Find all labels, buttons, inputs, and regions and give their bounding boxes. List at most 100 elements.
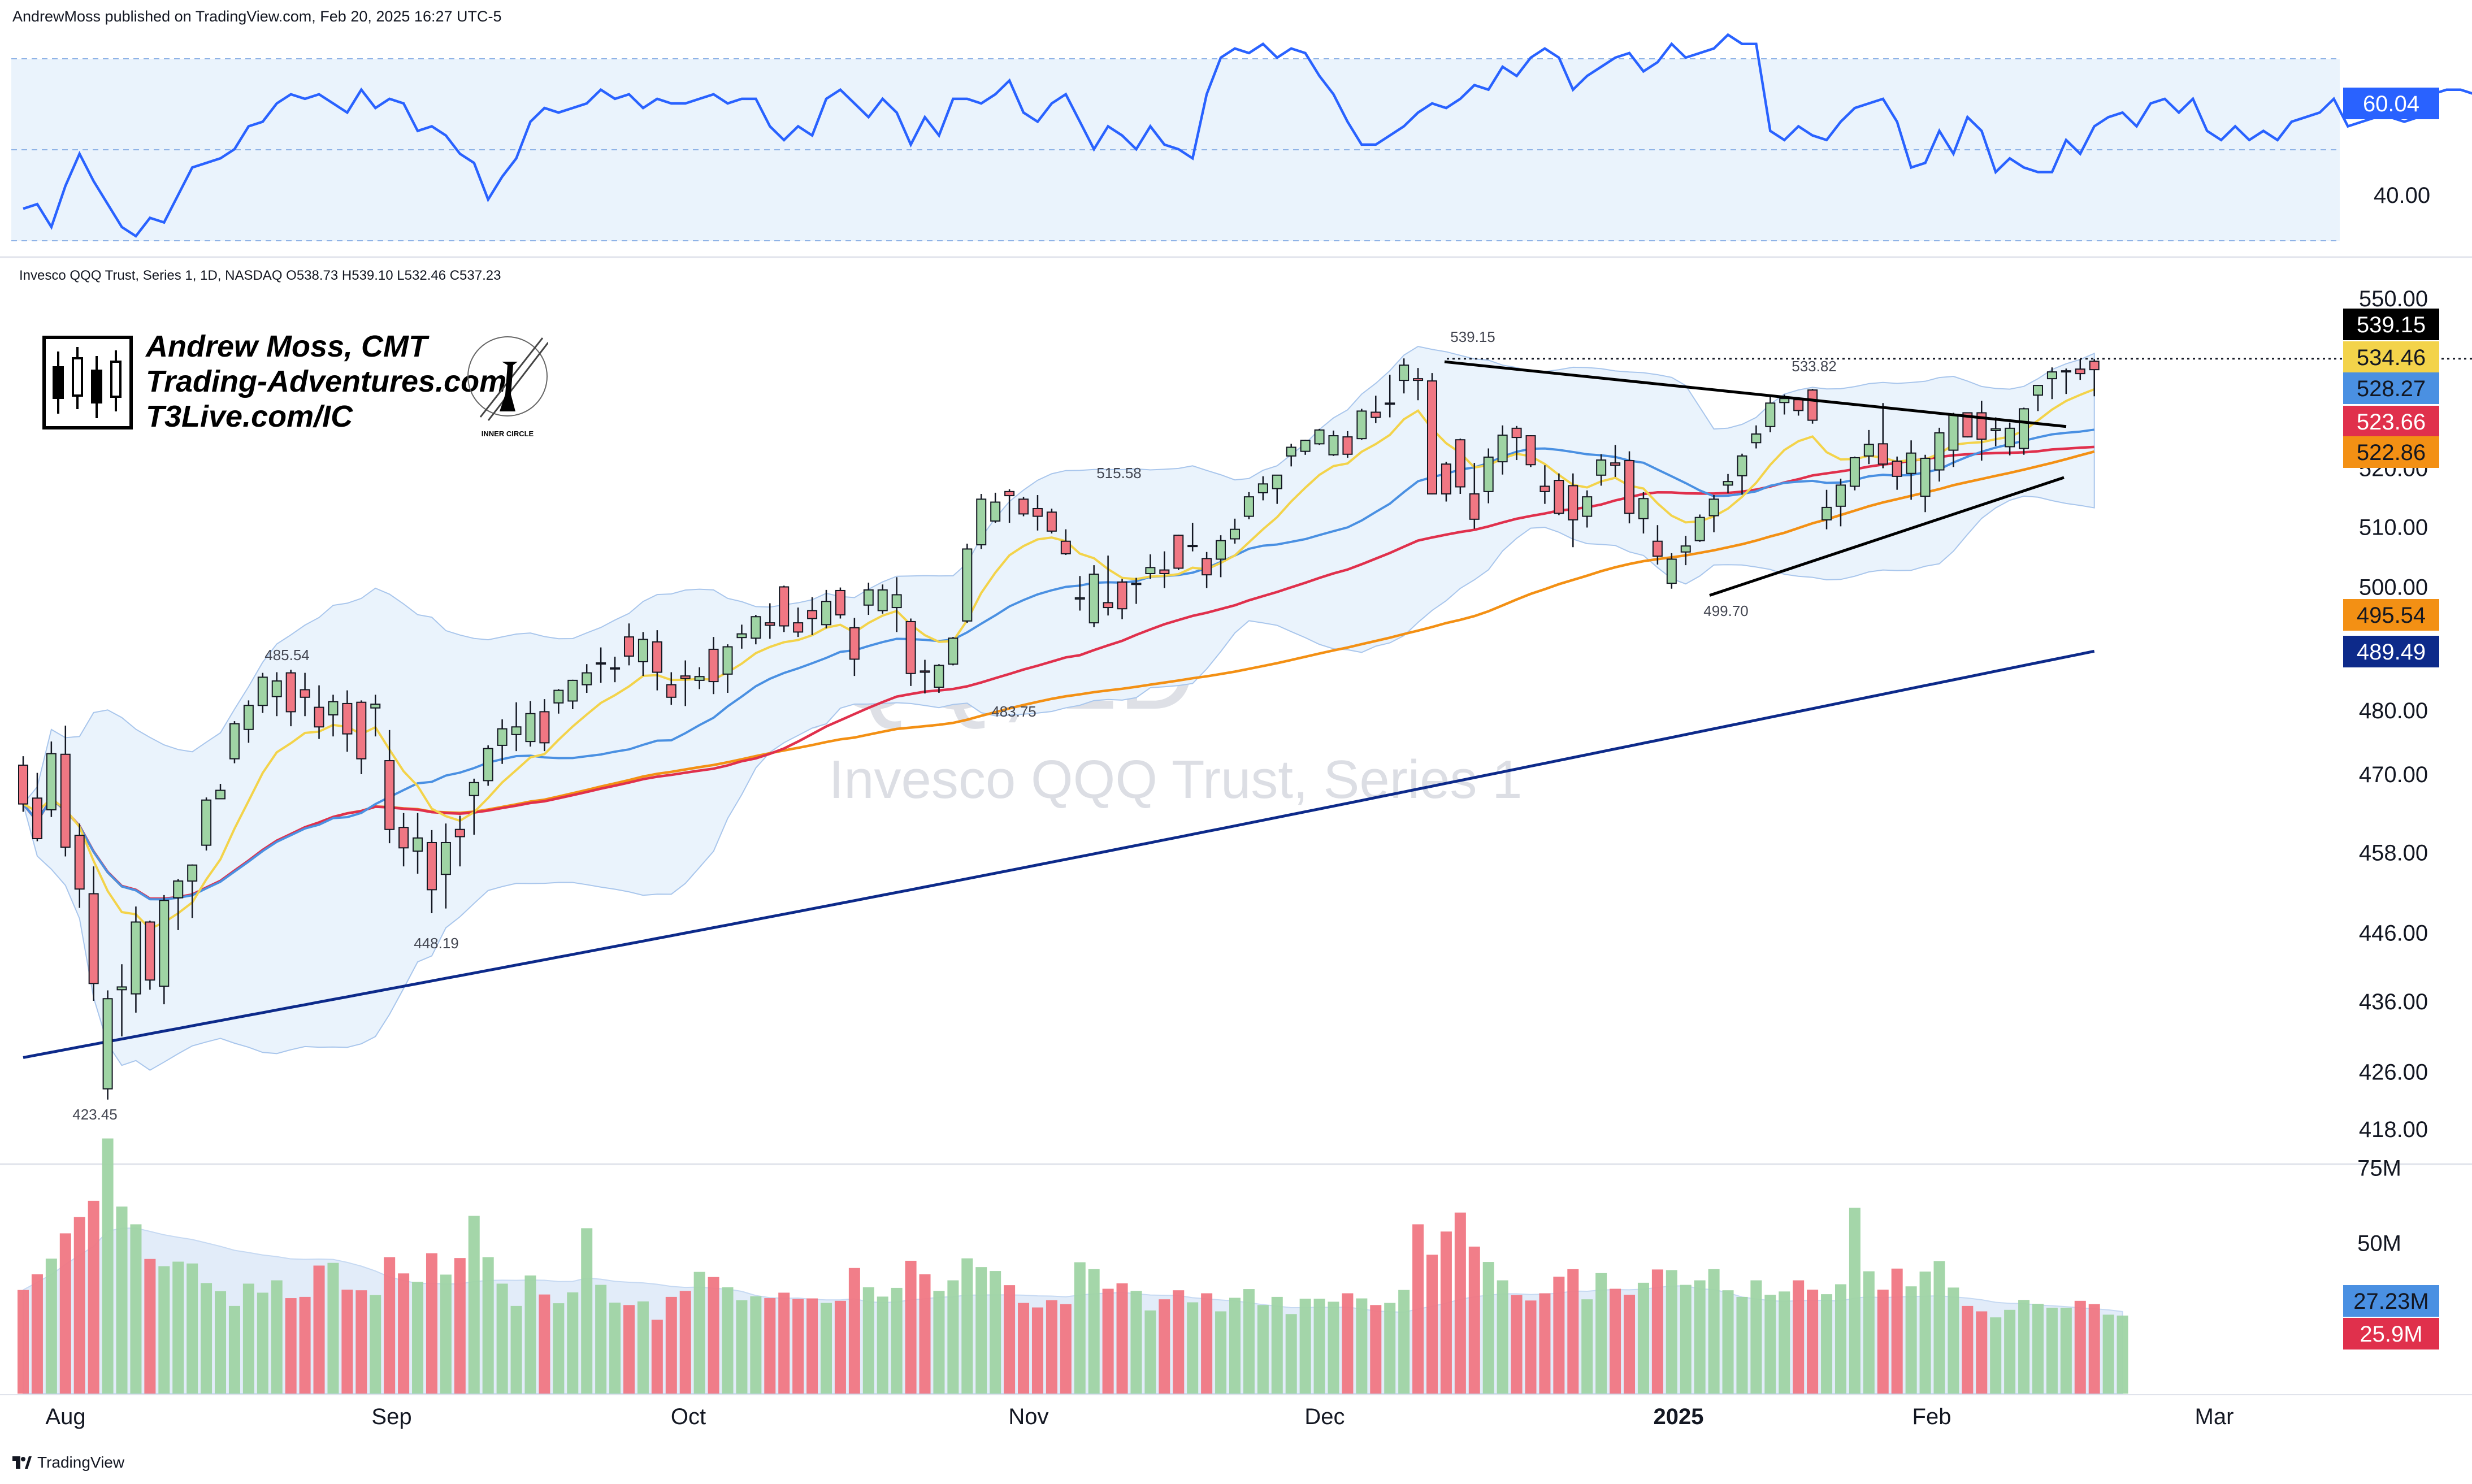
candle — [1976, 401, 1987, 461]
candle — [1159, 551, 1170, 588]
volume-current-badge: 25.9M — [2343, 1318, 2439, 1350]
volume-bar — [1201, 1293, 1213, 1394]
volume-bar — [1144, 1310, 1156, 1394]
candle — [1356, 409, 1367, 440]
sma200-line — [23, 649, 2095, 1059]
volume-bar — [1257, 1305, 1269, 1394]
candle — [1934, 427, 1945, 482]
tradingview-footer[interactable]: TradingView — [12, 1453, 124, 1472]
volume-bar — [1610, 1288, 1621, 1394]
volume-bar — [1722, 1290, 1734, 1394]
seal-text: INNER CIRCLE — [482, 429, 534, 438]
volume-current-badge-text: 25.9M — [2360, 1322, 2422, 1347]
volume-bar — [595, 1285, 607, 1394]
candle — [539, 699, 550, 752]
volume-bar — [862, 1287, 874, 1394]
candle — [1032, 495, 1043, 531]
volume-bar — [764, 1298, 776, 1394]
volume-bar — [1595, 1273, 1607, 1394]
rsi-tick-40: 40.00 — [2374, 183, 2430, 208]
price-current-badge-2-text: 528.27 — [2357, 376, 2426, 401]
volume-bar — [1454, 1212, 1466, 1394]
time-tick-4: Dec — [1304, 1404, 1345, 1429]
candle — [891, 577, 902, 632]
volume-bar — [1384, 1303, 1396, 1394]
candle — [1131, 578, 1142, 604]
candle — [102, 990, 113, 1100]
volume-bar — [201, 1283, 212, 1394]
candle — [976, 493, 987, 549]
time-tick-3: Nov — [1008, 1404, 1048, 1429]
candle — [426, 830, 437, 913]
candle — [454, 815, 465, 867]
candle — [1187, 523, 1198, 552]
volume-bar — [1426, 1255, 1438, 1394]
price-tick-5: 470.00 — [2359, 762, 2428, 787]
volume-bar — [2060, 1308, 2072, 1394]
volume-bar — [355, 1290, 367, 1394]
volume-bar — [581, 1228, 593, 1394]
price-annotation-3: 485.54 — [264, 646, 310, 663]
price-tick-0: 550.00 — [2359, 287, 2428, 311]
volume-bar — [102, 1138, 114, 1394]
candle — [680, 660, 691, 706]
price-annotation-2: 515.58 — [1096, 465, 1142, 481]
candle — [1948, 413, 1959, 467]
volume-bar — [975, 1267, 987, 1394]
symbol-legend[interactable]: Invesco QQQ Trust, Series 1, 1D, NASDAQ … — [19, 268, 501, 283]
price-current-badge-1-text: 534.46 — [2357, 345, 2426, 370]
candle — [779, 585, 790, 632]
candle — [1145, 554, 1156, 579]
candle — [32, 773, 42, 841]
price-tick-4: 480.00 — [2359, 698, 2428, 723]
candle — [694, 667, 705, 689]
candle — [1286, 444, 1296, 467]
candle — [877, 584, 888, 614]
volume-bar — [1736, 1296, 1748, 1394]
volume-bar — [1511, 1295, 1523, 1394]
volume-bar — [609, 1303, 621, 1394]
candle — [1342, 431, 1353, 458]
candle — [173, 879, 184, 930]
volume-bar — [88, 1200, 99, 1394]
volume-bar — [1342, 1293, 1354, 1394]
candle — [736, 624, 747, 649]
candle — [300, 672, 310, 717]
volume-bar — [1356, 1298, 1368, 1394]
candle — [1892, 456, 1902, 490]
candle — [1455, 439, 1465, 494]
volume-bar — [1553, 1277, 1565, 1394]
volume-bar — [1666, 1270, 1677, 1394]
volume-bar — [933, 1291, 945, 1394]
candle — [1046, 508, 1057, 534]
candle — [1004, 489, 1015, 523]
volume-bar — [1948, 1287, 1959, 1394]
volume-bar — [2102, 1314, 2114, 1394]
candle — [1469, 463, 1480, 529]
candle — [1539, 465, 1550, 504]
candle — [2061, 368, 2071, 394]
candle — [413, 813, 423, 874]
volume-bar — [1581, 1299, 1593, 1394]
candle — [187, 864, 198, 918]
volume-bar — [848, 1268, 860, 1394]
candle — [370, 695, 381, 737]
candle — [1257, 476, 1268, 501]
candle — [2032, 385, 2043, 411]
volume-bar — [1031, 1307, 1043, 1394]
candle — [1497, 425, 1508, 475]
sma21-line — [22, 428, 2094, 901]
volume-bar — [327, 1262, 339, 1394]
candle — [920, 659, 930, 694]
volume-bar — [384, 1257, 396, 1394]
volume-bar — [1539, 1293, 1551, 1394]
volume-bar — [806, 1298, 818, 1394]
candle — [1300, 440, 1311, 455]
candle — [623, 623, 634, 666]
volume-bar — [1074, 1262, 1086, 1394]
candle — [1441, 462, 1451, 502]
volume-bar — [1764, 1295, 1776, 1394]
volume-bar — [1130, 1291, 1142, 1394]
candle — [1060, 529, 1071, 556]
